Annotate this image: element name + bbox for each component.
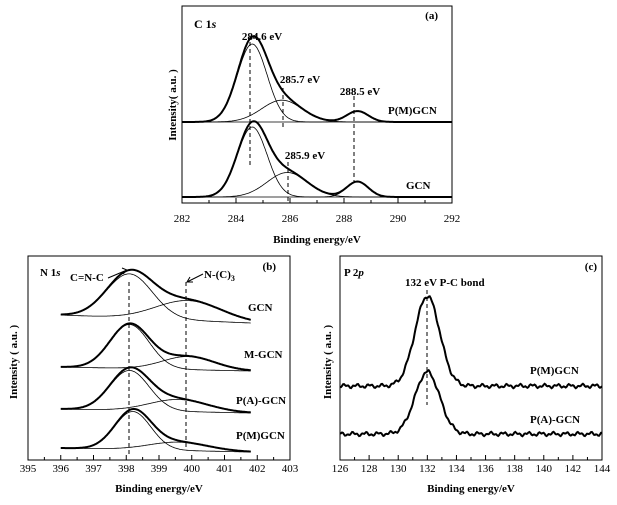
panel-a-spectrum-curve — [182, 35, 452, 123]
panel-c-p2p: 126 128 130 132 134 136 138 140 142 144 P 2p (c) … — [322, 255, 611, 495]
panel-b-spectrum-curve — [60, 366, 251, 414]
panel-b-ylabel: Intensity ( a.u. ) — [8, 325, 20, 400]
panel-c-element-label: P 2p — [344, 267, 364, 279]
panel-c-label: (c) — [585, 261, 598, 273]
panel-b-n1s: 395 396 397 398 399 400 401 402 403 N 1s (b) C=N… — [8, 255, 299, 495]
panel-a-annotation-4: 285.9 eV — [285, 150, 325, 162]
panel-b-xtick-label: 395 — [20, 463, 37, 475]
panel-c-xtick-label: 128 — [361, 463, 378, 475]
panel-b-arrow-2 — [186, 273, 204, 283]
panel-c-xtick-label: 136 — [477, 463, 494, 475]
panel-a-xtick-label: 288 — [336, 213, 353, 225]
panel-b-arrow-1 — [107, 267, 128, 279]
panel-b-component-curve — [60, 356, 251, 371]
panel-a-c1s: 282 284 286 288 290 292 C 1s (a) 284.6 eV 285… — [167, 5, 461, 246]
panel-c-series-label-2: P(A)-GCN — [530, 414, 580, 426]
panel-c-xtick-label: 144 — [594, 463, 611, 475]
panel-a-series-label-2: GCN — [406, 180, 431, 192]
panel-c-xlabel: Binding energy/eV — [427, 483, 515, 495]
panel-a-xtick-label: 292 — [444, 213, 461, 225]
panel-b-xtick-label: 400 — [184, 463, 201, 475]
panel-c-xtick-label: 140 — [536, 463, 553, 475]
panel-a-element-label: C 1s — [194, 17, 217, 31]
panel-b-series-label-3: P(A)-GCN — [236, 395, 286, 407]
panel-b-component-curve — [60, 399, 251, 413]
panel-b-xtick-label: 397 — [85, 463, 102, 475]
panel-a-xtick-label: 286 — [282, 213, 299, 225]
panel-a-label: (a) — [425, 10, 438, 22]
panel-c-spectrum-curve — [339, 295, 603, 390]
panel-c-series-label-1: P(M)GCN — [530, 365, 579, 377]
panel-a-annotation-2: 285.7 eV — [280, 74, 320, 86]
panel-b-xtick-label: 403 — [282, 463, 299, 475]
panel-b-series-label-2: M-GCN — [244, 349, 283, 361]
panel-b-element-label: N 1s — [40, 267, 60, 279]
panel-b-xtick-label: 398 — [118, 463, 135, 475]
panel-a-xtick-label: 284 — [228, 213, 245, 225]
panel-b-xtick-label: 401 — [216, 463, 233, 475]
panel-a-annotation-3: 288.5 eV — [340, 86, 380, 98]
panel-c-annotation: 132 eV P-C bond — [405, 277, 485, 289]
panel-b-series-label-4: P(M)GCN — [236, 430, 285, 442]
panel-b-xtick-label: 396 — [53, 463, 70, 475]
panel-b-spectrum-curve — [60, 322, 251, 372]
panel-a-spectrum-curve — [182, 120, 452, 198]
panel-b-series-label-1: GCN — [248, 302, 273, 314]
panel-b-xtick-label: 402 — [249, 463, 266, 475]
panel-a-ylabel: Intensity( a.u. ) — [167, 69, 179, 141]
panel-b-xlabel: Binding energy/eV — [115, 483, 203, 495]
panel-c-xtick-label: 130 — [390, 463, 407, 475]
panel-b-spectrum-curve — [60, 408, 251, 453]
panel-a-xtick-label: 282 — [174, 213, 191, 225]
panel-a-xlabel: Binding energy/eV — [273, 234, 361, 246]
panel-c-xtick-label: 142 — [565, 463, 582, 475]
panel-b-component-curve — [60, 369, 251, 414]
panel-b-label: (b) — [263, 261, 277, 273]
panel-c-xtick-label: 138 — [506, 463, 523, 475]
panel-a-xtick-label: 290 — [390, 213, 407, 225]
panel-a-series-label-1: P(M)GCN — [388, 105, 437, 117]
panel-c-ylabel: Intensity ( a.u. ) — [322, 325, 334, 400]
panel-c-xtick-label: 134 — [448, 463, 465, 475]
panel-c-xtick-label: 126 — [332, 463, 349, 475]
panel-a-annotation-1: 284.6 eV — [242, 31, 282, 43]
panel-b-annotation-2: N-(C)3 — [204, 269, 235, 283]
panel-c-xtick-label: 132 — [419, 463, 436, 475]
panel-b-spectrum-curve — [60, 268, 251, 321]
panel-c-spectrum-curve — [339, 368, 603, 438]
panel-b-xtick-label: 399 — [151, 463, 168, 475]
panel-b-annotation-1: C=N-C — [70, 272, 104, 284]
